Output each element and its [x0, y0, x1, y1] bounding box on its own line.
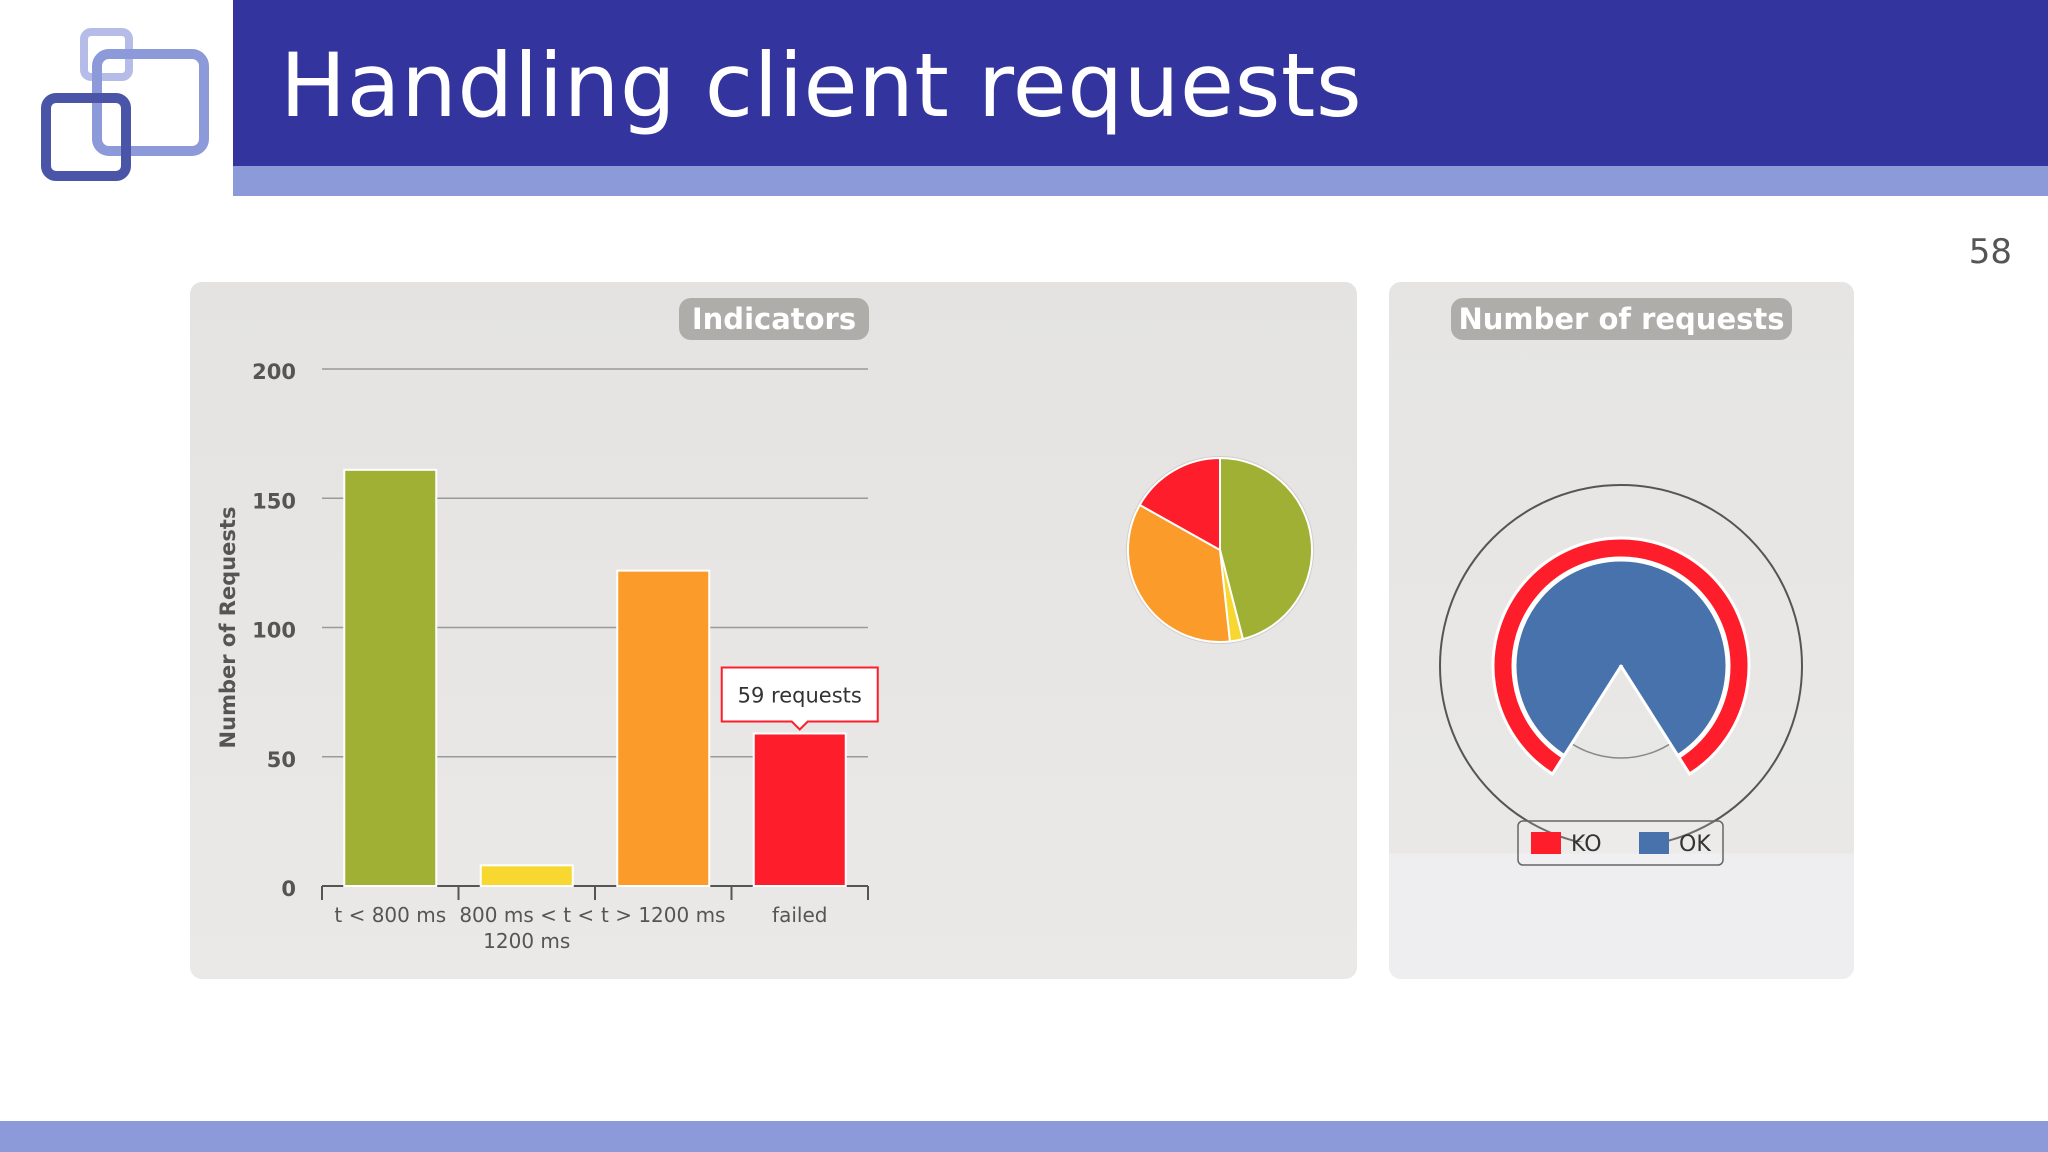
y-tick-label: 150	[252, 489, 296, 513]
requests-legend: KO OK	[1517, 820, 1724, 866]
x-tick-label: t > 1200 ms	[601, 903, 725, 927]
requests-panel-title: Number of requests	[1451, 298, 1792, 340]
pie-slice	[1219, 456, 1313, 641]
y-tick-label: 50	[267, 748, 296, 772]
pie-slice	[1138, 456, 1221, 552]
header-bar	[233, 0, 2048, 166]
gauge-outer-ring	[1439, 484, 1803, 842]
tooltip-box	[720, 666, 879, 731]
y-tick-label: 0	[281, 877, 296, 901]
indicators-panel: Indicators 0 50 100 150 200 Number of Request…	[190, 282, 1357, 979]
gauge-ko-arc	[1491, 536, 1751, 777]
x-tick-label: failed	[772, 903, 827, 927]
indicators-bar-chart: 0 50 100 150 200 Number of Requests t < 800 ms…	[216, 360, 879, 953]
bar	[343, 468, 438, 887]
bar	[752, 732, 847, 887]
bar-tooltip: 59 requests	[720, 666, 879, 731]
slide-title: Handling client requests	[280, 34, 1363, 137]
header-accent-bar	[233, 166, 2048, 196]
gauge-ok-sector	[1513, 558, 1729, 758]
x-tick-label: 800 ms < t <	[459, 903, 594, 927]
pie-slice	[1127, 503, 1231, 643]
indicators-pie-chart	[1126, 456, 1314, 644]
page-number: 58	[1968, 232, 2012, 272]
logo	[41, 28, 209, 181]
x-tick-label: t < 800 ms	[334, 903, 446, 927]
legend-label: KO	[1571, 832, 1602, 857]
requests-panel: Number of requests KO OK	[1389, 282, 1854, 979]
legend-label: OK	[1679, 832, 1711, 857]
indicators-panel-title: Indicators	[679, 298, 869, 340]
bar	[479, 864, 574, 888]
y-tick-label: 200	[252, 360, 296, 384]
x-tick-label: 1200 ms	[483, 929, 570, 953]
legend-frame	[1517, 820, 1724, 866]
legend-swatch	[1639, 832, 1669, 854]
requests-gauge-chart	[1439, 484, 1803, 842]
y-axis-label: Number of Requests	[216, 507, 240, 749]
y-tick-label: 100	[252, 619, 296, 643]
legend-swatch	[1531, 832, 1561, 854]
bar	[616, 569, 711, 887]
tooltip-text: 59 requests	[738, 683, 862, 707]
footer-bar	[0, 1121, 2048, 1152]
